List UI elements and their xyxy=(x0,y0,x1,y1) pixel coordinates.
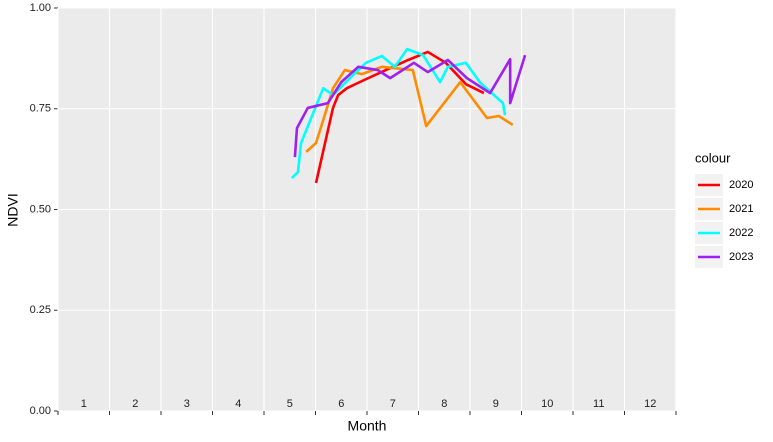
month-label: 2 xyxy=(132,398,138,410)
month-label: 8 xyxy=(441,398,447,410)
month-label: 5 xyxy=(287,398,293,410)
series-line xyxy=(293,54,527,158)
month-label: 6 xyxy=(338,398,344,410)
month-label: 1 xyxy=(81,398,87,410)
legend-label: 2020 xyxy=(729,179,753,191)
y-tick-label: 0.00 xyxy=(30,405,51,417)
y-tick-label: 0.50 xyxy=(30,203,51,215)
month-label: 3 xyxy=(184,398,190,410)
month-label: 11 xyxy=(593,398,604,410)
y-tick-label: 0.75 xyxy=(30,103,51,115)
month-label: 9 xyxy=(493,398,499,410)
month-label: 4 xyxy=(235,398,241,410)
y-axis-title: NDVI xyxy=(5,193,21,226)
x-axis-title: Month xyxy=(348,418,387,434)
legend-label: 2021 xyxy=(729,203,753,215)
month-label: 12 xyxy=(644,398,656,410)
month-label: 10 xyxy=(541,398,553,410)
legend-title: colour xyxy=(695,150,731,165)
y-tick-label: 1.00 xyxy=(30,2,51,14)
legend-label: 2023 xyxy=(729,251,753,263)
series-line xyxy=(305,65,514,153)
legend-label: 2022 xyxy=(729,227,753,239)
month-label: 7 xyxy=(390,398,396,410)
y-tick-label: 0.25 xyxy=(30,304,51,316)
